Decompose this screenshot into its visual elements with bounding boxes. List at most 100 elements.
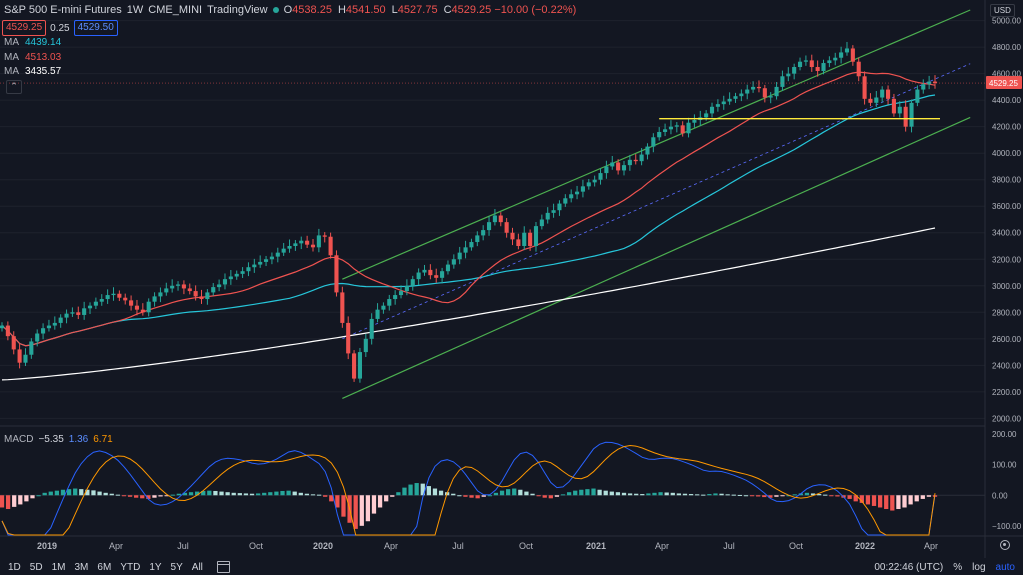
channel-upper-line (342, 9, 971, 280)
macd-histogram-bar (688, 494, 694, 496)
macd-histogram-bar (390, 495, 395, 497)
macd-histogram-bar (719, 493, 724, 496)
price-tick-label: 3600.00 (992, 202, 1021, 211)
candle-body (557, 203, 562, 211)
candle-body (416, 272, 421, 280)
macd-histogram-bar (621, 492, 627, 496)
candle-body (375, 309, 380, 319)
candle-body (674, 125, 679, 127)
candle-body (129, 300, 134, 306)
currency-button[interactable]: USD (990, 4, 1015, 17)
price-axis[interactable]: 5000.00 4800.00 4600.00 4400.00 4200.00 4000.… (986, 17, 1022, 424)
candle-body (387, 299, 392, 306)
price-tick-label: 3400.00 (992, 229, 1021, 238)
candle-body (821, 63, 826, 71)
ma-legend-2[interactable]: MA 4513.03 (4, 52, 62, 63)
candle-body (792, 67, 797, 74)
range-ytd[interactable]: YTD (120, 561, 141, 573)
macd-tick-label: −100.00 (992, 522, 1022, 531)
range-1d[interactable]: 1D (8, 561, 21, 573)
candle-body (663, 129, 668, 132)
macd-histogram-bar (658, 492, 663, 496)
range-1y[interactable]: 1Y (149, 561, 162, 573)
time-tick-label: 2020 (313, 541, 333, 551)
candle-body (492, 215, 497, 223)
range-1m[interactable]: 1M (51, 561, 66, 573)
macd-histogram-bar (207, 490, 212, 496)
macd-histogram-bar (213, 490, 218, 496)
candle-body (862, 76, 867, 99)
time-axis[interactable]: 2019 Apr Jul Oct 2020 Apr Jul Oct 2021 Apr Jul Oct 2… (37, 541, 938, 551)
macd-histogram-bar (329, 495, 334, 502)
price-tick-label: 3800.00 (992, 176, 1021, 185)
range-all[interactable]: All (191, 561, 203, 573)
candle-body (651, 137, 656, 147)
range-3m[interactable]: 3M (74, 561, 89, 573)
candle-body (768, 96, 773, 98)
candle-body (117, 293, 122, 298)
percent-toggle[interactable]: % (953, 561, 963, 573)
candle-body (363, 338, 368, 353)
macd-histogram-bar (652, 492, 657, 496)
sell-button[interactable]: 4529.25 (2, 20, 47, 36)
macd-line (1, 441, 936, 536)
ma-legend-3[interactable]: MA 3435.57 (4, 66, 62, 77)
time-tick-label: Apr (924, 541, 938, 551)
buy-button[interactable]: 4529.50 (73, 20, 118, 36)
macd-histogram-bar (115, 494, 120, 496)
candle-body (99, 299, 104, 302)
macd-histogram-bar (298, 492, 303, 496)
candle-body (516, 239, 521, 247)
time-tick-label: Jul (177, 541, 189, 551)
macd-histogram-bar (121, 495, 127, 497)
candle-body (545, 212, 550, 220)
candle-body (774, 86, 779, 97)
macd-histogram-bar (12, 495, 17, 507)
macd-histogram-bar (426, 486, 431, 496)
range-6m[interactable]: 6M (97, 561, 112, 573)
candle-body (316, 235, 321, 248)
last-price-label: 4529.25 (989, 79, 1018, 88)
macd-histogram-bar (877, 495, 883, 508)
range-5y[interactable]: 5Y (170, 561, 183, 573)
candle-body (434, 275, 439, 278)
candle-body (756, 86, 762, 89)
macd-histogram-bar (756, 495, 761, 497)
macd-legend[interactable]: MACD −5.35 1.36 6.71 (4, 434, 113, 445)
auto-toggle[interactable]: auto (995, 561, 1015, 573)
candle-body (269, 256, 274, 260)
symbol-title[interactable]: S&P 500 E-mini Futures (4, 4, 122, 16)
candle-body (193, 291, 198, 297)
candle-body (486, 222, 492, 231)
candle-body (152, 296, 157, 302)
ma-legend-1[interactable]: MA 4439.14 (4, 37, 62, 48)
candle-body (41, 328, 46, 334)
macd-histogram-bar (414, 483, 419, 496)
candle-body (205, 292, 210, 300)
candle-body (463, 247, 468, 253)
candle-body (645, 146, 650, 155)
gear-icon[interactable] (1000, 540, 1010, 550)
candle-body (833, 57, 838, 61)
interval-label[interactable]: 1W (126, 4, 144, 16)
candle-body (692, 120, 697, 123)
time-tick-label: Jul (452, 541, 464, 551)
macd-histogram-bar (335, 495, 340, 508)
macd-histogram-bar (201, 490, 206, 496)
candle-body (803, 60, 808, 62)
range-5d[interactable]: 5D (29, 561, 43, 573)
candle-body (275, 252, 280, 257)
candle-body (398, 291, 404, 296)
candle-body (340, 292, 345, 323)
clock[interactable]: 00:22:46 (UTC) (874, 561, 944, 573)
macd-histogram-bar (36, 495, 41, 497)
candle-body (187, 288, 192, 292)
macd-axis[interactable]: 200.00 100.00 0.00 −100.00 (992, 430, 1022, 531)
calendar-icon[interactable] (216, 561, 230, 573)
macd-histogram-bar (566, 492, 572, 496)
macd-histogram-bar (609, 491, 614, 496)
log-toggle[interactable]: log (972, 561, 986, 573)
chevron-up-icon[interactable]: ⌃ (6, 80, 22, 94)
macd-histogram-bar (91, 490, 96, 496)
